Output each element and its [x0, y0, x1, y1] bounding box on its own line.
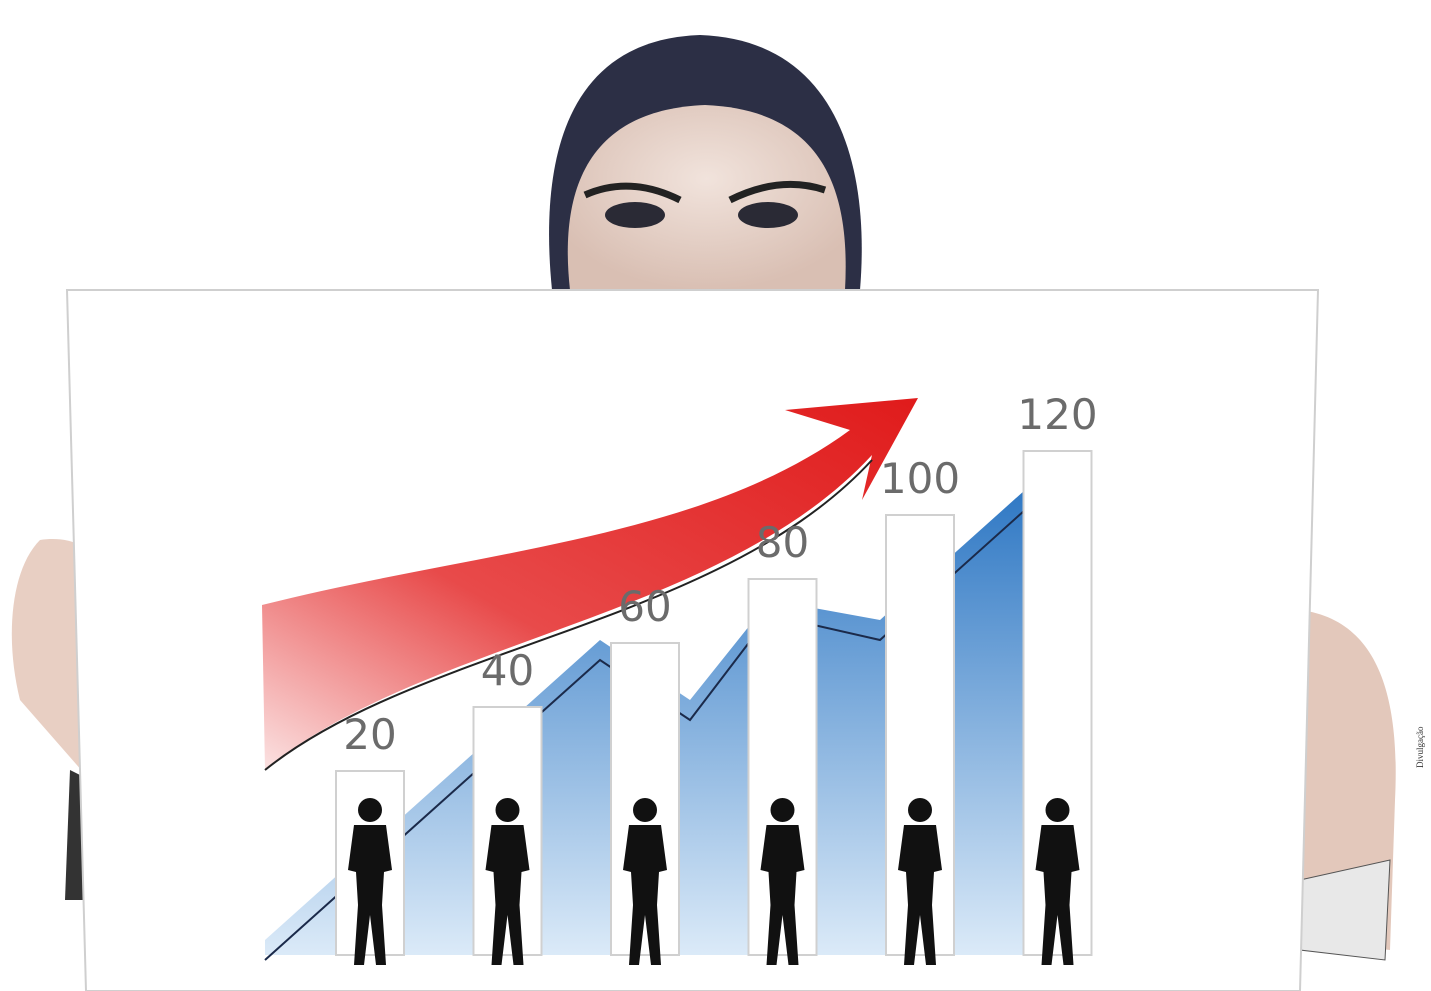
- head: [358, 798, 382, 822]
- head: [1046, 798, 1070, 822]
- head: [496, 798, 520, 822]
- photo-credit: Divulgação: [1415, 726, 1425, 768]
- photo: 20 40 60 80 100 120 Divulgação: [0, 0, 1431, 991]
- woman-head: [549, 35, 862, 290]
- head: [771, 798, 795, 822]
- page: 20406080100120 Divulgação (() => { const…: [0, 0, 1431, 991]
- value-label: 80: [756, 518, 809, 567]
- value-label: 100: [880, 454, 960, 503]
- value-label: 40: [481, 646, 534, 695]
- value-label: 120: [1017, 390, 1097, 439]
- value-label: 60: [618, 582, 671, 631]
- head: [908, 798, 932, 822]
- value-label: 20: [343, 710, 396, 759]
- head: [633, 798, 657, 822]
